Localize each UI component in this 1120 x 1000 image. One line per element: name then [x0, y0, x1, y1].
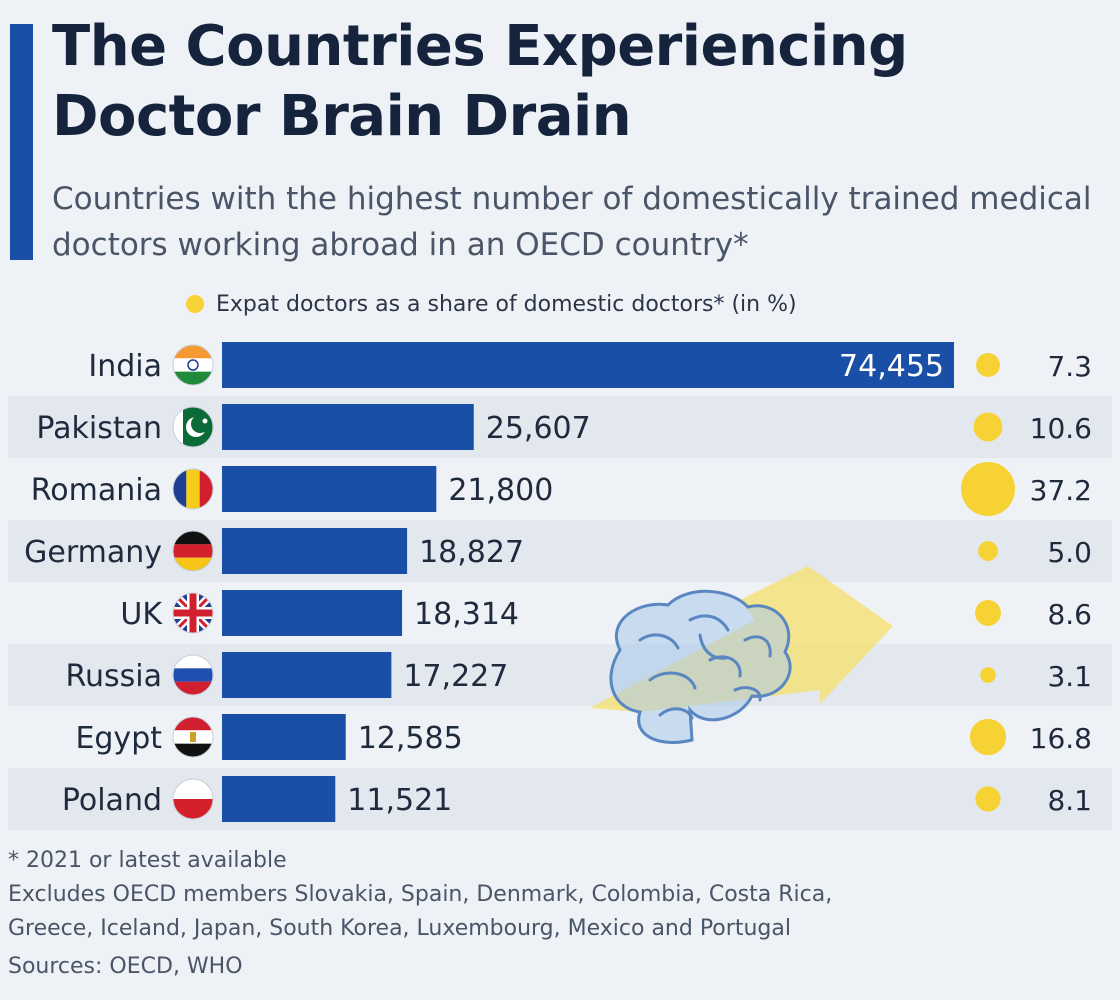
category-label: India — [88, 349, 162, 384]
bar-value-label: 12,585 — [358, 721, 463, 756]
bar-value-label: 18,314 — [414, 597, 519, 632]
category-label: Egypt — [75, 721, 162, 756]
share-value-label: 37.2 — [1030, 474, 1092, 507]
india-flag-icon — [172, 344, 214, 386]
romania-flag-icon — [172, 468, 214, 510]
category-label: UK — [120, 597, 163, 632]
share-value-label: 7.3 — [1047, 350, 1092, 383]
bar-value-label: 17,227 — [403, 659, 508, 694]
chart-subtitle: Countries with the highest number of dom… — [52, 181, 1092, 263]
share-value-label: 16.8 — [1030, 722, 1092, 755]
bar — [222, 528, 408, 574]
share-dot — [973, 412, 1003, 442]
footnote: * 2021 or latest available — [8, 848, 287, 873]
share-dot — [980, 667, 996, 683]
legend-label: Expat doctors as a share of domestic doc… — [216, 291, 797, 317]
bar — [222, 466, 437, 512]
category-label: Pakistan — [36, 411, 162, 446]
germany-flag-icon — [172, 530, 214, 572]
share-dot — [961, 462, 1015, 516]
russia-flag-icon — [172, 654, 214, 696]
category-label: Germany — [24, 535, 162, 570]
brain-drain-illustration — [590, 566, 893, 744]
category-label: Poland — [62, 783, 162, 818]
sources-note: Sources: OECD, WHO — [8, 954, 243, 979]
title-accent-bar — [10, 24, 33, 260]
bar-value-label: 74,455 — [839, 349, 944, 384]
bar-value-label: 21,800 — [448, 473, 553, 508]
share-dot — [969, 718, 1007, 756]
category-label: Russia — [66, 659, 163, 694]
share-dot — [975, 786, 1001, 812]
pakistan-flag-icon — [172, 406, 214, 448]
bar — [222, 652, 392, 698]
excludes-note-line-1: Excludes OECD members Slovakia, Spain, D… — [8, 882, 833, 907]
uk-flag-icon — [172, 592, 214, 634]
legend: Expat doctors as a share of domestic doc… — [186, 284, 797, 324]
share-value-label: 5.0 — [1047, 536, 1092, 569]
footer: * 2021 or latest available Excludes OECD… — [8, 844, 1108, 984]
share-value-label: 10.6 — [1030, 412, 1092, 445]
poland-flag-icon — [172, 778, 214, 820]
share-value-label: 3.1 — [1047, 660, 1092, 693]
bar-value-label: 18,827 — [419, 535, 524, 570]
excludes-note-line-2: Greece, Iceland, Japan, South Korea, Lux… — [8, 916, 791, 941]
share-dot — [975, 600, 1001, 626]
legend-dot-icon — [186, 295, 204, 313]
bar — [222, 776, 336, 822]
bar — [222, 342, 954, 388]
share-dot — [978, 541, 998, 561]
bar-value-label: 25,607 — [486, 411, 591, 446]
bar — [222, 404, 474, 450]
bar — [222, 714, 346, 760]
bar-chart: India 74,455 7.3 Pakistan 25,607 10.6 Romania 2… — [8, 342, 1112, 830]
bar — [222, 590, 403, 636]
share-dot — [976, 353, 1000, 377]
share-value-label: 8.6 — [1047, 598, 1092, 631]
chart-title: The Countries Experiencing Doctor Brain … — [52, 14, 908, 149]
brain-icon — [609, 589, 792, 744]
egypt-flag-icon — [172, 716, 214, 758]
share-value-label: 8.1 — [1047, 784, 1092, 817]
category-label: Romania — [31, 473, 162, 508]
bar-value-label: 11,521 — [347, 783, 452, 818]
